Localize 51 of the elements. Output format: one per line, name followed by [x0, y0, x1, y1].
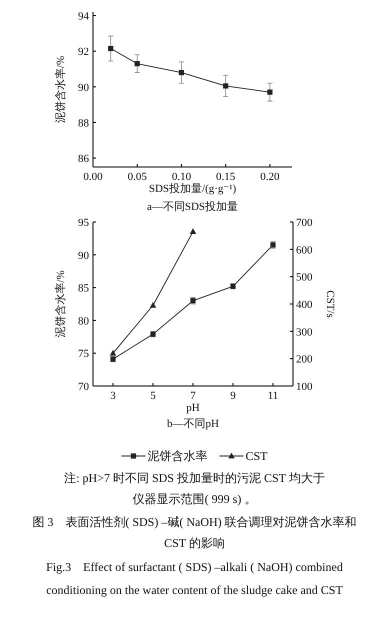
x-tick-label: 9: [230, 390, 236, 402]
y-tick-label: 85: [78, 282, 90, 295]
x-tick-label: 7: [190, 390, 196, 402]
y-tick-label: 80: [78, 315, 90, 328]
y-tick-label: 95: [78, 217, 90, 229]
y-axis-title: 泥饼含水率/%: [54, 56, 67, 124]
y2-tick-label: 400: [296, 299, 313, 311]
y-tick-label: 86: [78, 153, 90, 166]
y-tick-label: 88: [78, 117, 90, 130]
x-tick-label: 0.10: [172, 171, 192, 183]
point: [190, 228, 196, 234]
x-axis-title: pH: [186, 402, 200, 414]
y2-axis-title: CST/s: [324, 290, 336, 318]
text: CST 的影响: [164, 536, 225, 550]
y-tick-label: 90: [78, 250, 90, 262]
y2-tick-label: 600: [296, 244, 313, 256]
x-tick-label: 0.00: [83, 171, 104, 183]
y-tick-label: 90: [78, 82, 90, 94]
y2-tick-label: 300: [296, 326, 313, 338]
x-tick-label: 11: [268, 390, 278, 402]
point: [110, 350, 116, 356]
text: b—不同pH: [167, 418, 220, 430]
y-axis-title: 泥饼含水率/%: [54, 270, 67, 338]
x-tick-label: 3: [110, 390, 116, 402]
legend-label: 泥饼含水率: [147, 449, 208, 463]
point: [108, 46, 114, 52]
caption: 图 3 表面活性剂( SDS) –碱( NaOH) 联合调理对泥饼含水率和: [32, 515, 357, 529]
caption: Fig.3 Effect of surfactant ( SDS) –alkali ( NaOH) combined: [46, 560, 343, 574]
y-tick-label: 75: [78, 348, 90, 360]
y2-tick-label: 100: [296, 381, 313, 393]
point: [267, 90, 272, 95]
text: 注: pH>7 时不同 SDS 投加量时的污泥 CST 均大于: [64, 471, 325, 485]
y2-tick-label: 700: [296, 217, 313, 229]
point: [150, 302, 156, 308]
y-tick-label: 92: [78, 46, 89, 58]
text: a—不同SDS投加量: [146, 200, 238, 213]
y2-tick-label: 500: [296, 272, 313, 284]
text: conditioning on the water content of the sludge cake and CST: [46, 583, 344, 597]
y2-tick-label: 200: [296, 354, 313, 366]
point: [178, 70, 184, 76]
text: 仪器显示范围( 999 s) 。: [132, 492, 256, 506]
x-axis-title: SDS投加量/(g·g⁻¹): [148, 182, 236, 195]
point: [223, 83, 228, 89]
x-tick-label: 0.15: [216, 171, 236, 183]
point: [134, 61, 140, 66]
x-tick-label: 0.20: [260, 171, 280, 183]
legend-label: CST: [245, 449, 268, 463]
x-tick-label: 5: [150, 390, 156, 402]
y-tick-label: 70: [78, 381, 90, 393]
x-tick-label: 0.05: [128, 171, 148, 183]
y-tick-label: 94: [78, 10, 90, 23]
